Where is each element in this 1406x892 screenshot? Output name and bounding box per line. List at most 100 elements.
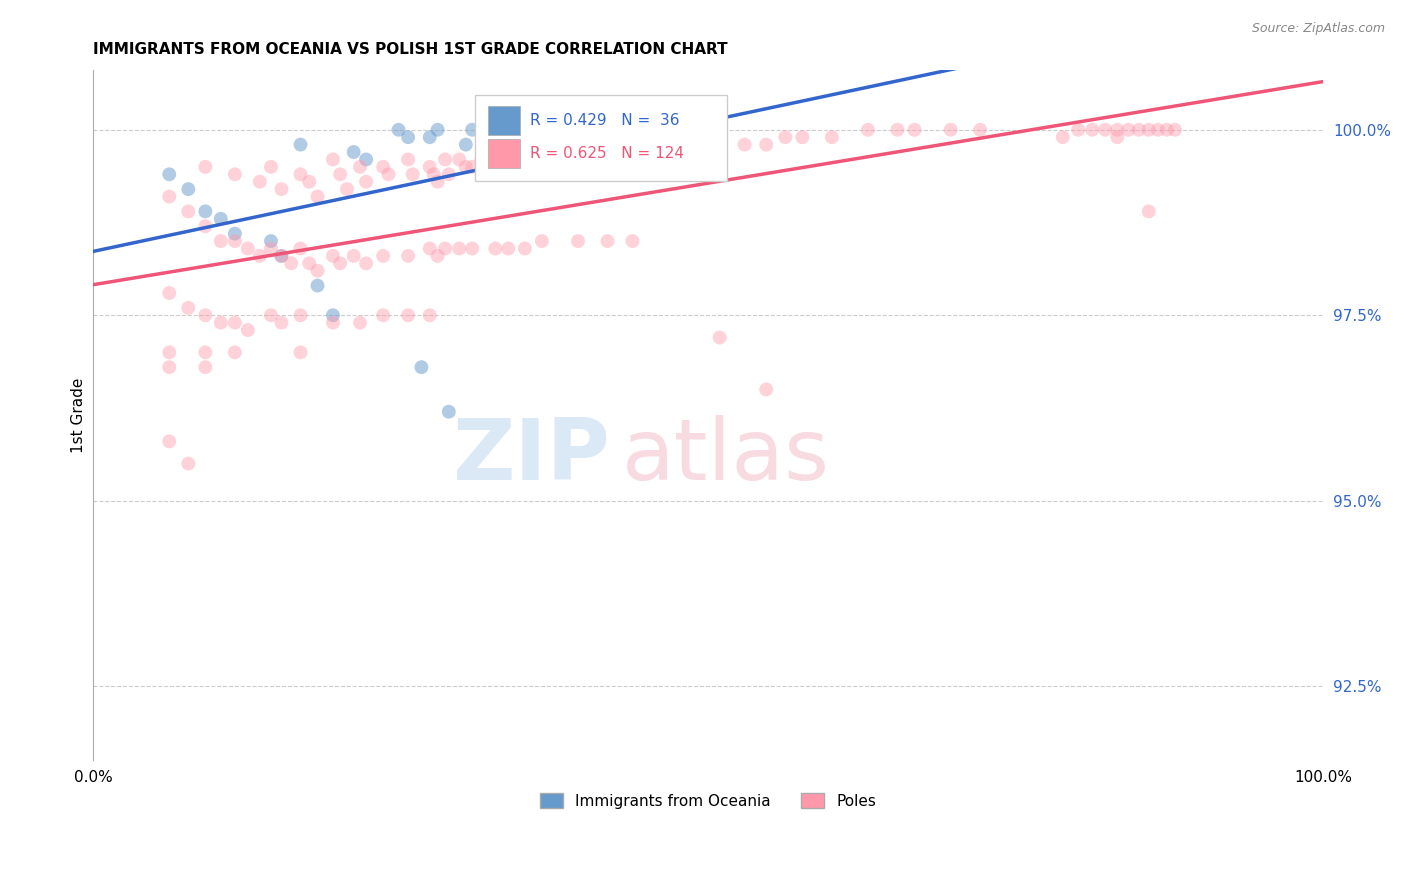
Point	[792, 130, 814, 145]
Point	[194, 308, 217, 322]
Point	[969, 122, 991, 136]
Point	[377, 167, 399, 181]
Point	[270, 249, 292, 263]
Point	[177, 204, 200, 219]
Point	[349, 160, 371, 174]
Point	[280, 256, 302, 270]
Point	[1067, 122, 1090, 136]
Point	[157, 189, 180, 203]
Point	[575, 130, 598, 145]
Point	[530, 122, 553, 136]
Point	[322, 316, 344, 330]
Point	[349, 316, 371, 330]
Point	[461, 160, 484, 174]
Point	[461, 122, 484, 136]
Point	[411, 360, 433, 375]
Point	[157, 345, 180, 359]
Point	[426, 122, 449, 136]
Point	[194, 160, 217, 174]
Point	[249, 175, 271, 189]
Point	[194, 219, 217, 234]
Point	[260, 234, 283, 248]
Point	[209, 234, 232, 248]
Point	[236, 242, 259, 256]
Point	[498, 153, 520, 167]
Point	[437, 405, 460, 419]
Point	[322, 249, 344, 263]
Point	[461, 242, 484, 256]
Point	[596, 137, 619, 152]
Point	[157, 167, 180, 181]
Point	[1107, 130, 1129, 145]
Point	[437, 167, 460, 181]
FancyBboxPatch shape	[474, 95, 727, 181]
Point	[336, 182, 359, 196]
Point	[821, 130, 844, 145]
Point	[426, 175, 449, 189]
Point	[236, 323, 259, 337]
Point	[396, 308, 419, 322]
Point	[484, 242, 506, 256]
Point	[558, 145, 581, 159]
Point	[224, 167, 246, 181]
Point	[509, 160, 531, 174]
Point	[520, 160, 543, 174]
Text: atlas: atlas	[621, 416, 830, 499]
Point	[621, 130, 644, 145]
Point	[513, 122, 536, 136]
Point	[322, 308, 344, 322]
Point	[1156, 122, 1178, 136]
Point	[540, 160, 562, 174]
Point	[354, 256, 377, 270]
Point	[596, 153, 619, 167]
Point	[298, 175, 321, 189]
Point	[662, 130, 685, 145]
Point	[396, 249, 419, 263]
Point	[648, 122, 671, 136]
Point	[1118, 122, 1140, 136]
Point	[550, 153, 572, 167]
Point	[502, 160, 524, 174]
Point	[322, 153, 344, 167]
Point	[534, 130, 557, 145]
Point	[270, 249, 292, 263]
Point	[426, 249, 449, 263]
Point	[177, 457, 200, 471]
Point	[419, 242, 441, 256]
Point	[1137, 122, 1160, 136]
Point	[419, 308, 441, 322]
Point	[307, 278, 329, 293]
Point	[224, 316, 246, 330]
Point	[260, 160, 283, 174]
Point	[290, 167, 312, 181]
Point	[449, 242, 471, 256]
Point	[177, 182, 200, 196]
Point	[224, 234, 246, 248]
Point	[422, 167, 444, 181]
Text: R = 0.429   N =  36: R = 0.429 N = 36	[530, 113, 679, 128]
Point	[478, 122, 501, 136]
Point	[329, 167, 352, 181]
Point	[373, 249, 395, 263]
Point	[679, 137, 702, 152]
Point	[387, 122, 409, 136]
Point	[270, 316, 292, 330]
Point	[709, 137, 731, 152]
Point	[856, 122, 879, 136]
Point	[449, 153, 471, 167]
Point	[396, 130, 419, 145]
Point	[1147, 122, 1170, 136]
Point	[489, 167, 512, 181]
Point	[419, 160, 441, 174]
Point	[530, 153, 553, 167]
Point	[454, 137, 477, 152]
Point	[621, 145, 644, 159]
Point	[939, 122, 962, 136]
Text: IMMIGRANTS FROM OCEANIA VS POLISH 1ST GRADE CORRELATION CHART: IMMIGRANTS FROM OCEANIA VS POLISH 1ST GR…	[93, 42, 728, 57]
Point	[329, 256, 352, 270]
FancyBboxPatch shape	[488, 106, 520, 136]
Point	[1094, 122, 1116, 136]
Point	[298, 256, 321, 270]
Point	[177, 301, 200, 315]
Point	[886, 122, 908, 136]
